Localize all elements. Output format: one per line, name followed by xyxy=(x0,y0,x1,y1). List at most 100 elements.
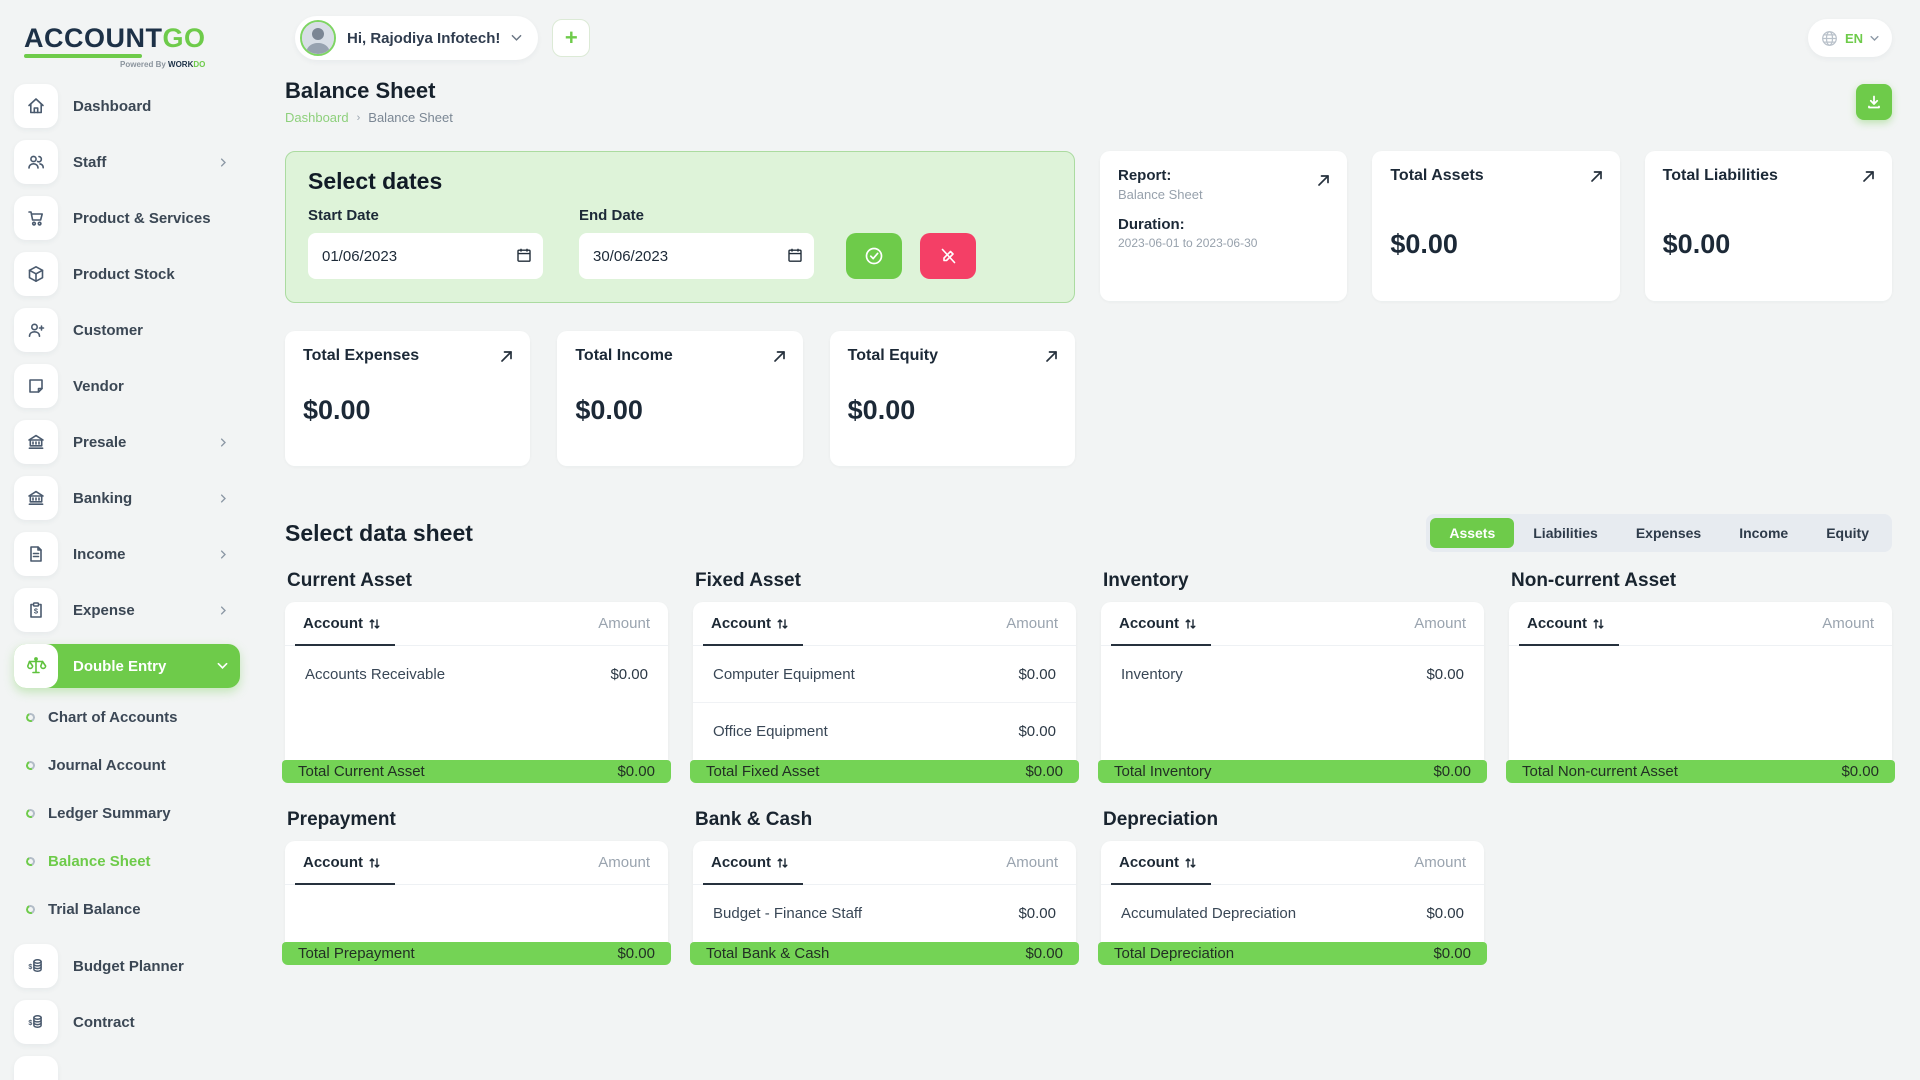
sidebar-item-product-stock[interactable]: Product Stock xyxy=(14,252,240,296)
sidebar-item-product-services[interactable]: Product & Services xyxy=(14,196,240,240)
sort-account-header[interactable]: Account xyxy=(1527,615,1604,632)
sidebar-subitem-trial-balance[interactable]: Trial Balance xyxy=(24,894,240,924)
total-amount: $0.00 xyxy=(1025,945,1063,962)
table-header: Account Amount xyxy=(285,841,668,885)
tab-income[interactable]: Income xyxy=(1739,525,1789,541)
table-row[interactable]: Accumulated Depreciation $0.00 xyxy=(1101,885,1484,942)
cell-account: Office Equipment xyxy=(713,723,828,740)
sidebar-item-vendor[interactable]: Vendor xyxy=(14,364,240,408)
cell-account: Computer Equipment xyxy=(713,665,855,683)
table-card: Account Amount Inventory $0.00 xyxy=(1101,602,1484,760)
sort-account-header[interactable]: Account xyxy=(303,615,380,632)
sort-account-header[interactable]: Account xyxy=(1119,854,1196,871)
sort-account-header[interactable]: Account xyxy=(711,615,788,632)
table-header: Account Amount xyxy=(1101,841,1484,885)
sidebar-item-contract[interactable]: $ Contract xyxy=(14,1000,240,1044)
table-card: Account Amount xyxy=(285,841,668,942)
sidebar-subitem-journal-account[interactable]: Journal Account xyxy=(24,750,240,780)
table-row[interactable]: Office Equipment $0.00 xyxy=(693,703,1076,760)
subitem-label: Journal Account xyxy=(48,756,166,774)
sort-account-header[interactable]: Account xyxy=(1119,615,1196,632)
sidebar-item-banking[interactable]: Banking xyxy=(14,476,240,520)
sidebar-item-staff[interactable]: Staff xyxy=(14,140,240,184)
total-amount: $0.00 xyxy=(617,945,655,962)
sidebar-subitem-chart-of-accounts[interactable]: Chart of Accounts xyxy=(24,702,240,732)
external-arrow-icon[interactable] xyxy=(499,349,514,364)
language-selector[interactable]: EN xyxy=(1807,19,1892,57)
breadcrumb-dashboard-link[interactable]: Dashboard xyxy=(285,110,349,125)
apply-filter-button[interactable] xyxy=(846,233,902,279)
sort-account-header[interactable]: Account xyxy=(303,854,380,871)
svg-text:$: $ xyxy=(28,964,32,971)
user-menu[interactable]: Hi, Rajodiya Infotech! xyxy=(295,16,539,60)
users-icon xyxy=(14,140,58,184)
table-row[interactable]: Inventory $0.00 xyxy=(1101,646,1484,703)
sidebar-item-income[interactable]: Income xyxy=(14,532,240,576)
bank-icon xyxy=(14,476,58,520)
sidebar-item-customer[interactable]: Customer xyxy=(14,308,240,352)
external-arrow-icon[interactable] xyxy=(1861,169,1876,184)
start-date-input[interactable] xyxy=(308,233,543,279)
clear-filter-button[interactable] xyxy=(920,233,976,279)
sidebar-item-label: Budget Planner xyxy=(73,957,184,975)
cell-amount: $0.00 xyxy=(1018,723,1056,740)
table-row[interactable]: Budget - Finance Staff $0.00 xyxy=(693,885,1076,942)
sidebar-item-label: Dashboard xyxy=(73,97,152,115)
chevron-right-icon xyxy=(219,605,228,615)
tab-liabilities[interactable]: Liabilities xyxy=(1533,525,1598,541)
table-body xyxy=(285,885,668,942)
table-card: Account Amount Accounts Receivable $0.00 xyxy=(285,602,668,760)
avatar xyxy=(300,20,336,56)
external-arrow-icon[interactable] xyxy=(1044,349,1059,364)
table-body: Inventory $0.00 xyxy=(1101,646,1484,760)
column-account-label: Account xyxy=(1119,854,1179,871)
column-account-label: Account xyxy=(711,854,771,871)
cell-amount: $0.00 xyxy=(610,666,648,683)
sidebar-item-budget-planner[interactable]: $ Budget Planner xyxy=(14,944,240,988)
kpi-value: $0.00 xyxy=(847,395,916,425)
sort-icon xyxy=(777,618,788,629)
tab-expenses[interactable]: Expenses xyxy=(1635,525,1702,541)
column-amount-label: Amount xyxy=(1414,854,1466,871)
kpi-value: $0.00 xyxy=(303,395,371,425)
total-amount: $0.00 xyxy=(1433,763,1471,780)
report-value: Balance Sheet xyxy=(1118,187,1203,202)
sort-icon xyxy=(1593,618,1604,629)
kpi-card-total-income: Total Income $0.00 xyxy=(557,331,803,466)
duration-label: Duration: xyxy=(1118,216,1185,233)
user-greeting: Hi, Rajodiya Infotech! xyxy=(347,29,501,47)
breadcrumb-separator-icon: › xyxy=(356,111,361,124)
sidebar-item-dashboard[interactable]: Dashboard xyxy=(14,84,240,128)
tab-assets[interactable]: Assets xyxy=(1430,518,1515,548)
brand-tagline: Powered By WORKDO xyxy=(120,60,206,69)
sidebar-subitem-ledger-summary[interactable]: Ledger Summary xyxy=(24,798,240,828)
table-row[interactable]: Accounts Receivable $0.00 xyxy=(285,646,668,703)
external-arrow-icon[interactable] xyxy=(772,349,787,364)
download-button[interactable] xyxy=(1856,84,1892,120)
brand-logo[interactable]: ACCOUNTGO Powered By WORKDO xyxy=(0,10,250,72)
tab-equity[interactable]: Equity xyxy=(1826,525,1869,541)
table-row[interactable]: Computer Equipment $0.00 xyxy=(693,646,1076,703)
sidebar-item-expense[interactable]: $ Expense xyxy=(14,588,240,632)
end-date-input[interactable] xyxy=(579,233,814,279)
sidebar-item-partial[interactable] xyxy=(14,1056,240,1080)
datasheet-title: Select data sheet xyxy=(285,519,473,546)
sort-underline xyxy=(1111,644,1211,646)
sidebar-item-label: Product Stock xyxy=(73,265,175,283)
table-total-bar: Total Prepayment $0.00 xyxy=(282,942,671,965)
table-body: Accounts Receivable $0.00 xyxy=(285,646,668,760)
external-arrow-icon[interactable] xyxy=(1316,173,1331,188)
add-button[interactable]: + xyxy=(552,19,591,57)
sidebar-item-double-entry[interactable]: Double Entry xyxy=(14,644,240,688)
sidebar-item-presale[interactable]: Presale xyxy=(14,420,240,464)
table-section-fixed-asset: Fixed Asset Account Amount Computer Equi… xyxy=(690,570,1079,783)
total-label: Total Non-current Asset xyxy=(1522,763,1678,780)
sidebar-item-label: Vendor xyxy=(73,377,124,395)
home-icon xyxy=(14,84,58,128)
sort-underline xyxy=(295,883,395,885)
sort-account-header[interactable]: Account xyxy=(711,854,788,871)
sidebar-subitem-balance-sheet[interactable]: Balance Sheet xyxy=(24,846,240,876)
column-account-label: Account xyxy=(303,854,363,871)
language-code: EN xyxy=(1844,30,1863,46)
external-arrow-icon[interactable] xyxy=(1589,169,1604,184)
